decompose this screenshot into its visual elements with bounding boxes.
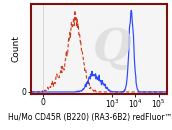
X-axis label: Hu/Mo CD45R (B220) (RA3-6B2) redFluor™ 710: Hu/Mo CD45R (B220) (RA3-6B2) redFluor™ 7… [8,113,172,122]
Text: Q: Q [93,27,132,70]
Y-axis label: Count: Count [12,35,20,62]
